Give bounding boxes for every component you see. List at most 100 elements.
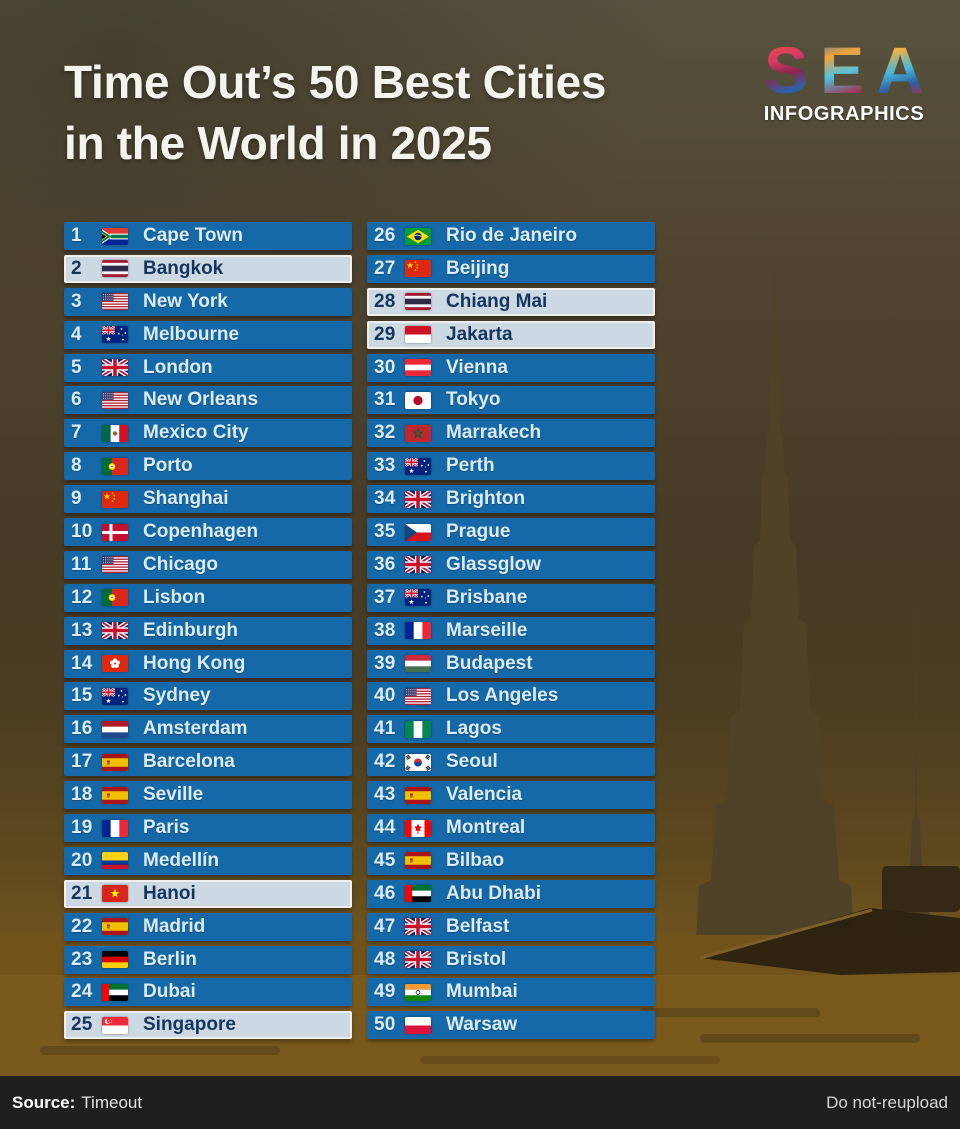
logo-letter-a: A bbox=[870, 37, 930, 103]
city-name: Shanghai bbox=[143, 488, 229, 510]
city-name: Madrid bbox=[143, 915, 206, 937]
list-item-rank-38: 38 Marseille bbox=[367, 616, 655, 645]
list-item-rank-22: 22 Madrid bbox=[64, 912, 352, 941]
city-name: Medellín bbox=[143, 849, 220, 871]
city-name: Warsaw bbox=[446, 1014, 518, 1036]
rank-number: 27 bbox=[374, 257, 396, 279]
rank-number: 49 bbox=[374, 981, 396, 1003]
list-item-rank-34: 34 Brighton bbox=[367, 485, 655, 514]
rank-number: 39 bbox=[374, 652, 396, 674]
boat-hull bbox=[700, 908, 960, 975]
boat-canopy bbox=[882, 866, 960, 912]
flag-icon-es bbox=[405, 852, 431, 870]
list-item-rank-48: 48 Bristol bbox=[367, 945, 655, 974]
rank-number: 12 bbox=[71, 586, 93, 608]
city-name: Hanoi bbox=[143, 882, 196, 904]
list-item-rank-24: 24 Dubai bbox=[64, 978, 352, 1007]
rank-number: 50 bbox=[374, 1014, 396, 1036]
flag-icon-th bbox=[405, 293, 431, 311]
rank-number: 19 bbox=[71, 817, 93, 839]
flag-icon-au bbox=[405, 457, 431, 475]
rank-number: 13 bbox=[71, 619, 93, 641]
city-name: Brisbane bbox=[446, 586, 528, 608]
rank-number: 44 bbox=[374, 817, 396, 839]
flag-icon-es bbox=[102, 753, 128, 771]
city-name: Chiang Mai bbox=[446, 290, 548, 312]
city-name: Seville bbox=[143, 784, 204, 806]
list-item-rank-8: 8 Porto bbox=[64, 452, 352, 481]
rank-number: 40 bbox=[374, 685, 396, 707]
city-name: Cape Town bbox=[143, 225, 243, 246]
list-item-rank-50: 50 Warsaw bbox=[367, 1011, 655, 1040]
city-name: Beijing bbox=[446, 257, 510, 279]
city-name: Edinburgh bbox=[143, 619, 238, 641]
rank-number: 43 bbox=[374, 784, 396, 806]
flag-icon-ca bbox=[405, 819, 431, 837]
rank-number: 11 bbox=[71, 553, 92, 575]
rank-number: 37 bbox=[374, 586, 396, 608]
rank-number: 1 bbox=[71, 225, 82, 246]
rank-number: 20 bbox=[71, 849, 93, 871]
city-name: Mexico City bbox=[143, 422, 249, 444]
rank-number: 33 bbox=[374, 455, 396, 477]
list-item-rank-17: 17 Barcelona bbox=[64, 748, 352, 777]
list-item-rank-26: 26 Rio de Janeiro bbox=[367, 222, 655, 250]
city-name: Sydney bbox=[143, 685, 211, 707]
rank-number: 22 bbox=[71, 915, 93, 937]
source-label: Source: bbox=[12, 1092, 76, 1112]
flag-icon-us bbox=[102, 391, 128, 409]
rank-number: 14 bbox=[71, 652, 93, 674]
flag-icon-za bbox=[102, 227, 128, 245]
city-name: Porto bbox=[143, 455, 193, 477]
flag-icon-us bbox=[405, 687, 431, 705]
list-item-rank-12: 12 Lisbon bbox=[64, 583, 352, 612]
rank-number: 24 bbox=[71, 981, 93, 1003]
list-item-rank-49: 49 Mumbai bbox=[367, 978, 655, 1007]
city-name: Berlin bbox=[143, 948, 197, 970]
flag-icon-pt bbox=[102, 457, 128, 475]
rank-number: 47 bbox=[374, 915, 396, 937]
city-name: Budapest bbox=[446, 652, 533, 674]
flag-icon-es bbox=[102, 918, 128, 936]
temple-main-prang-silhouette bbox=[670, 268, 880, 1042]
rank-number: 23 bbox=[71, 948, 93, 970]
rank-number: 48 bbox=[374, 948, 396, 970]
flag-icon-gb bbox=[102, 622, 128, 640]
list-item-rank-16: 16 Amsterdam bbox=[64, 715, 352, 744]
rank-number: 25 bbox=[71, 1014, 93, 1036]
list-item-rank-23: 23 Berlin bbox=[64, 945, 352, 974]
rank-number: 34 bbox=[374, 488, 396, 510]
list-item-rank-6: 6 New Orleans bbox=[64, 386, 352, 415]
list-item-rank-4: 4 Melbourne bbox=[64, 320, 352, 349]
flag-icon-jp bbox=[405, 391, 431, 409]
flag-icon-gb bbox=[405, 490, 431, 508]
flag-icon-co bbox=[102, 852, 128, 870]
flag-icon-de bbox=[102, 951, 128, 969]
rank-number: 21 bbox=[71, 882, 93, 904]
flag-icon-cz bbox=[405, 523, 431, 541]
flag-icon-au bbox=[102, 326, 128, 344]
flag-icon-br bbox=[405, 227, 431, 245]
rank-number: 5 bbox=[71, 356, 82, 378]
city-name: Tokyo bbox=[446, 389, 501, 411]
flag-icon-fr bbox=[405, 622, 431, 640]
rank-number: 30 bbox=[374, 356, 396, 378]
list-item-rank-9: 9 Shanghai bbox=[64, 485, 352, 514]
footer-bar: Source: Timeout Do not-reupload bbox=[0, 1076, 960, 1129]
list-item-rank-15: 15 Sydney bbox=[64, 682, 352, 711]
city-name: Lagos bbox=[446, 718, 502, 740]
city-name: Jakarta bbox=[446, 323, 513, 345]
page-title: Time Out’s 50 Best Cities in the World i… bbox=[64, 52, 606, 174]
flag-icon-nl bbox=[102, 720, 128, 738]
city-name: Copenhagen bbox=[143, 521, 259, 543]
list-item-rank-28: 28 Chiang Mai bbox=[367, 287, 655, 316]
list-item-rank-2: 2 Bangkok bbox=[64, 254, 352, 283]
logo-letter-e: E bbox=[814, 37, 870, 103]
rank-number: 7 bbox=[71, 422, 82, 444]
city-name: Seoul bbox=[446, 751, 498, 773]
rank-number: 10 bbox=[71, 521, 93, 543]
rank-number: 17 bbox=[71, 751, 93, 773]
flag-icon-gb bbox=[405, 918, 431, 936]
list-item-rank-10: 10 Copenhagen bbox=[64, 518, 352, 547]
